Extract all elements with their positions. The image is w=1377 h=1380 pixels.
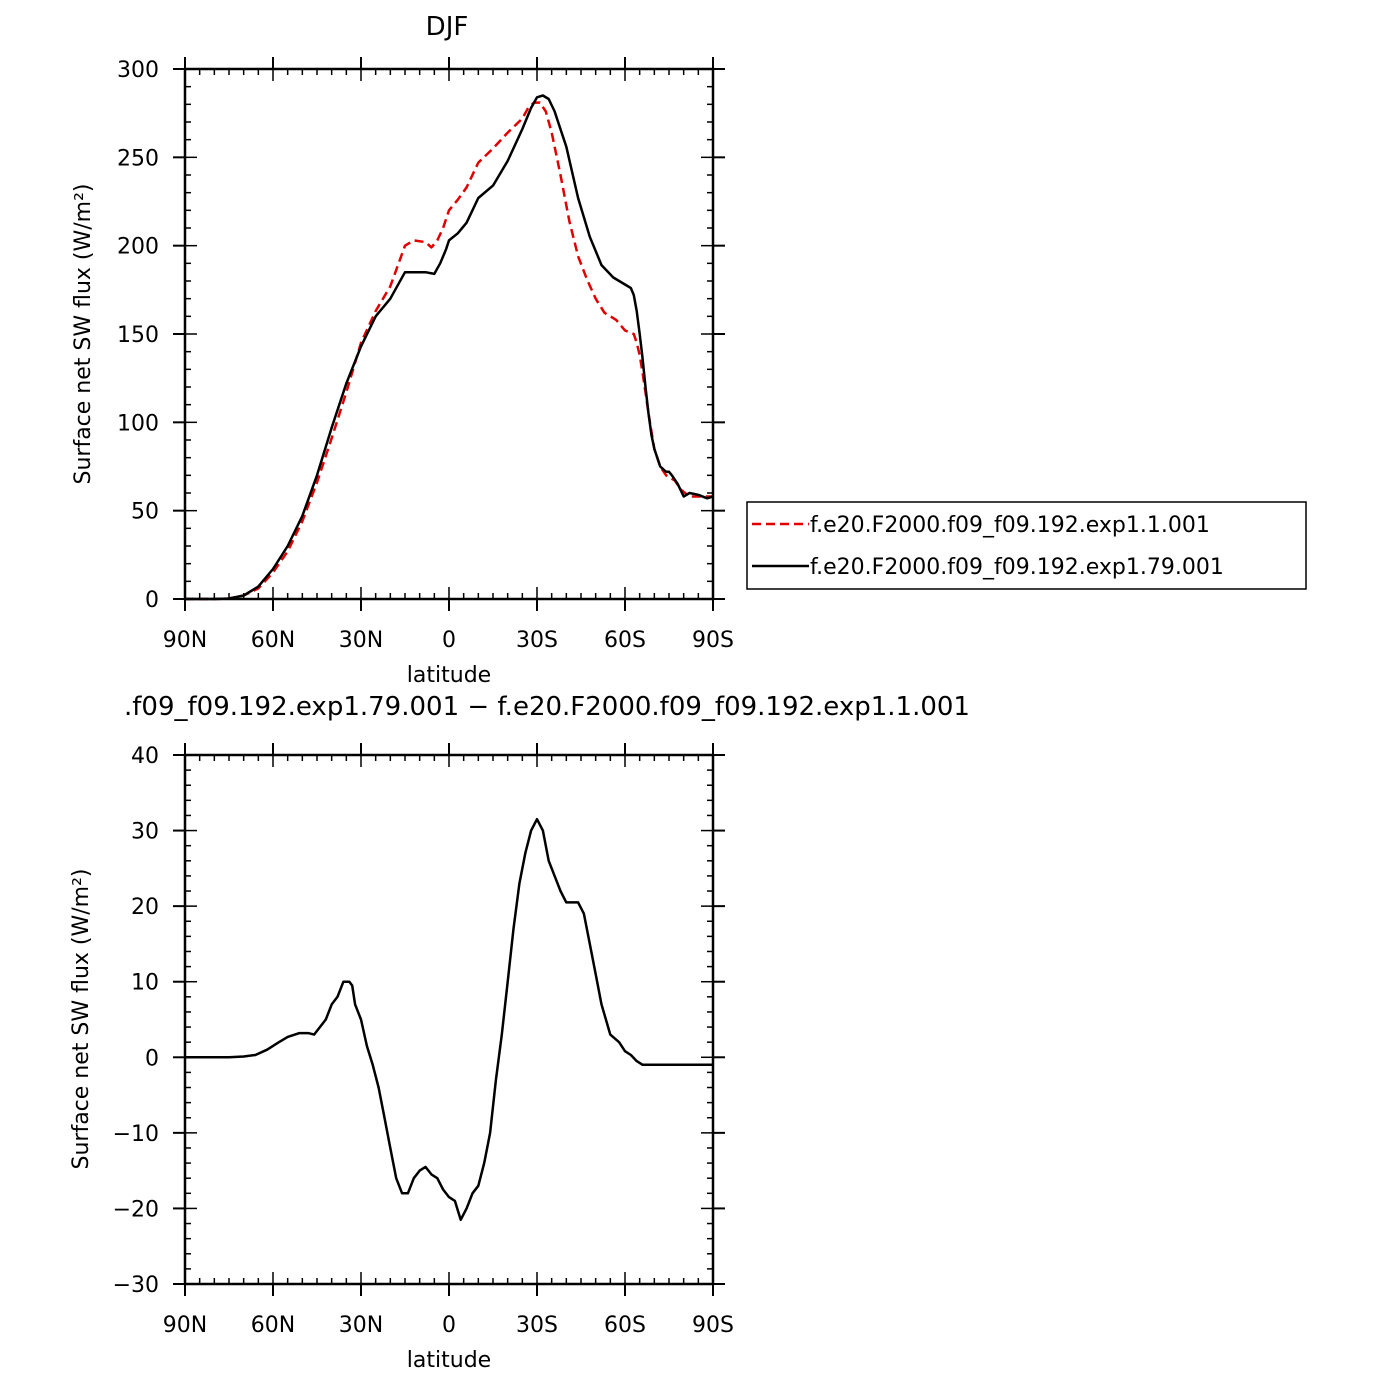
bottom-chart: .f09_f09.192.exp1.79.001 − f.e20.F2000.f… (69, 692, 970, 1373)
y-tick-label: 20 (131, 895, 159, 920)
series-line-0 (185, 101, 713, 601)
x-tick-label: 0 (442, 628, 456, 653)
y-tick-label: 10 (131, 971, 159, 996)
y-tick-label: 50 (131, 500, 159, 525)
x-tick-label: 30N (339, 1313, 383, 1338)
y-tick-label: 100 (117, 411, 159, 436)
series-lines (185, 94, 714, 601)
tick-marks (173, 743, 725, 1296)
y-tick-label: 250 (117, 146, 159, 171)
y-tick-label: 0 (145, 1046, 159, 1071)
plot-frame (183, 753, 715, 1286)
x-tick-label: 30S (516, 628, 558, 653)
x-tick-label: 60S (604, 628, 646, 653)
legend-label-0: f.e20.F2000.f09_f09.192.exp1.1.001 (810, 513, 1210, 538)
series-line-0 (185, 817, 713, 1222)
legend: f.e20.F2000.f09_f09.192.exp1.1.001 f.e20… (746, 501, 1307, 590)
series-lines (185, 817, 713, 1222)
y-tick-label: 30 (131, 820, 159, 845)
x-tick-label: 90S (692, 1313, 734, 1338)
x-tick-label: 90S (692, 628, 734, 653)
x-tick-label: 30N (339, 628, 383, 653)
chart-title: DJF (426, 12, 469, 42)
tick-labels: 90N 60N 30N 0 30S 60S 90S 0 50 100 150 200 250 300 (117, 58, 734, 653)
y-tick-label: −20 (113, 1197, 159, 1222)
y-tick-label: 300 (117, 58, 159, 83)
x-axis-title: latitude (407, 1348, 491, 1373)
legend-box (746, 501, 1307, 590)
x-tick-label: 90N (163, 628, 207, 653)
y-axis-title: Surface net SW flux (W/m²) (69, 868, 94, 1169)
y-tick-label: −30 (113, 1273, 159, 1298)
x-tick-label: 90N (163, 1313, 207, 1338)
series-line-1 (185, 94, 714, 601)
tick-marks (173, 57, 725, 611)
x-tick-label: 30S (516, 1313, 558, 1338)
plot-frame (183, 67, 715, 601)
y-tick-label: −10 (113, 1122, 159, 1147)
x-axis-title: latitude (407, 663, 491, 688)
y-tick-label: 200 (117, 235, 159, 260)
chart-title: .f09_f09.192.exp1.79.001 − f.e20.F2000.f… (124, 692, 970, 722)
tick-labels: 90N 60N 30N 0 30S 60S 90S −30 −20 −10 0 10 20 30 40 (113, 744, 734, 1338)
y-tick-label: 150 (117, 323, 159, 348)
top-chart: DJF Surface net SW flux (W/m²) latitude … (71, 12, 734, 688)
y-axis-title: Surface net SW flux (W/m²) (71, 183, 96, 484)
x-tick-label: 60N (251, 1313, 295, 1338)
legend-label-1: f.e20.F2000.f09_f09.192.exp1.79.001 (810, 555, 1224, 580)
x-tick-label: 60S (604, 1313, 646, 1338)
x-tick-label: 0 (442, 1313, 456, 1338)
y-tick-label: 40 (131, 744, 159, 769)
y-tick-label: 0 (145, 588, 159, 613)
x-tick-label: 60N (251, 628, 295, 653)
